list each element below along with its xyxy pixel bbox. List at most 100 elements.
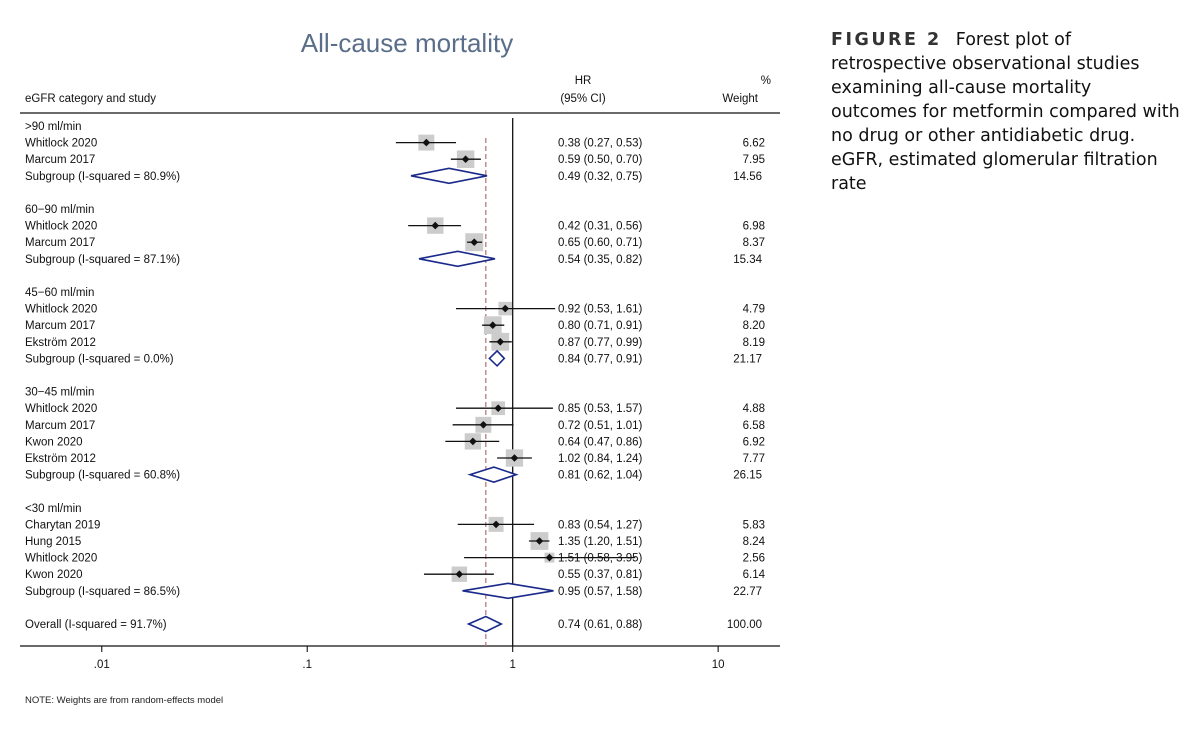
study-label: Hung 2015 (25, 536, 81, 548)
subgroup-diamond (418, 250, 496, 268)
forest-row-study: Marcum 2017 0.59 (0.50, 0.70) 7.95 (25, 150, 765, 168)
weight-value: 5.83 (743, 519, 765, 531)
forest-row-study: Hung 2015 1.35 (1.20, 1.51) 8.24 (25, 532, 766, 550)
forest-row-study: Whitlock 2020 1.51 (0.58, 3.95) 2.56 (25, 553, 765, 565)
forest-row-study: Charytan 2019 0.83 (0.54, 1.27) 5.83 (25, 516, 765, 532)
study-label: Whitlock 2020 (25, 403, 97, 415)
weight-value: 6.62 (743, 138, 765, 150)
hr-ci-value: 0.72 (0.51, 1.01) (558, 420, 643, 432)
subgroup-header: 60−90 ml/min (25, 204, 94, 216)
weight-value: 7.95 (743, 154, 765, 166)
hr-ci-value: 0.87 (0.77, 0.99) (558, 337, 643, 349)
forest-plot-figure: All-cause mortality eGFR category and st… (20, 28, 780, 706)
forest-row-study: Marcum 2017 0.72 (0.51, 1.01) 6.58 (25, 416, 765, 433)
point-estimate (488, 321, 497, 329)
study-column-header: eGFR category and study (25, 93, 156, 105)
hr-ci-value: 1.51 (0.58, 3.95) (558, 553, 643, 565)
chart-title: All-cause mortality (301, 28, 513, 58)
subgroup-label: Subgroup (I-squared = 87.1%) (25, 254, 180, 266)
weight-value: 100.00 (727, 619, 762, 631)
hr-ci-value: 1.35 (1.20, 1.51) (558, 536, 643, 548)
study-label: Marcum 2017 (25, 320, 95, 332)
weight-column-header: Weight (722, 93, 758, 105)
weight-value: 26.15 (733, 470, 762, 482)
study-label: Marcum 2017 (25, 237, 95, 249)
hr-ci-value: 0.81 (0.62, 1.04) (558, 470, 643, 482)
forest-row-header: 30−45 ml/min (25, 387, 94, 399)
forest-row-study: Kwon 2020 0.55 (0.37, 0.81) 6.14 (25, 566, 766, 582)
x-tick-label: .01 (94, 659, 110, 671)
study-label: Marcum 2017 (25, 420, 95, 432)
forest-row-subgroup: Subgroup (I-squared = 86.5%) 0.95 (0.57, … (25, 582, 762, 600)
hr-ci-value: 0.74 (0.61, 0.88) (558, 619, 643, 631)
figure-label: FIGURE 2 (831, 30, 942, 50)
point-estimate (545, 553, 554, 562)
overall-label: Overall (I-squared = 91.7%) (25, 619, 167, 631)
subgroup-label: Subgroup (I-squared = 80.9%) (25, 171, 180, 183)
forest-row-study: Ekström 2012 1.02 (0.84, 1.24) 7.77 (25, 449, 765, 467)
hr-ci-value: 0.42 (0.31, 0.56) (558, 221, 643, 233)
subgroup-label: Subgroup (I-squared = 86.5%) (25, 586, 180, 598)
point-estimate (455, 570, 464, 578)
weight-value: 6.14 (743, 569, 766, 581)
study-label: Whitlock 2020 (25, 304, 97, 316)
subgroup-diamond (488, 349, 506, 368)
weight-value: 8.20 (743, 320, 765, 332)
subgroup-header: 30−45 ml/min (25, 387, 94, 399)
forest-row-study: Whitlock 2020 0.92 (0.53, 1.61) 4.79 (25, 301, 765, 316)
hr-ci-value: 0.55 (0.37, 0.81) (558, 569, 643, 581)
study-label: Whitlock 2020 (25, 553, 97, 565)
hr-ci-value: 0.92 (0.53, 1.61) (558, 304, 643, 316)
point-estimate (494, 404, 502, 412)
weight-value: 14.56 (733, 171, 762, 183)
weight-percent-header: % (761, 75, 771, 87)
forest-row-study: Ekström 2012 0.87 (0.77, 0.99) 8.19 (25, 332, 765, 351)
subgroup-diamond (462, 582, 554, 600)
weight-value: 7.77 (743, 453, 765, 465)
forest-row-subgroup: Subgroup (I-squared = 87.1%) 0.54 (0.35, … (25, 250, 763, 268)
hr-column-header: HR (575, 75, 592, 87)
x-tick-label: .1 (302, 659, 312, 671)
point-estimate (501, 304, 510, 313)
study-label: Charytan 2019 (25, 519, 100, 531)
forest-row-study: Marcum 2017 0.65 (0.60, 0.71) 8.37 (25, 233, 765, 252)
weight-value: 8.24 (743, 536, 766, 548)
caption-text: Forest plot of retrospective observation… (831, 30, 1180, 194)
subgroup-header: <30 ml/min (25, 503, 82, 515)
hr-ci-value: 0.64 (0.47, 0.86) (558, 436, 643, 448)
subgroup-header: >90 ml/min (25, 121, 82, 133)
hr-ci-value: 0.80 (0.71, 0.91) (558, 320, 643, 332)
subgroup-diamond (410, 167, 488, 185)
study-label: Marcum 2017 (25, 154, 95, 166)
weight-value: 6.92 (743, 436, 765, 448)
weight-value: 8.19 (743, 337, 765, 349)
point-estimate (422, 138, 431, 147)
point-estimate (535, 537, 544, 545)
hr-ci-value: 0.65 (0.60, 0.71) (558, 237, 643, 249)
point-estimate (469, 437, 477, 446)
study-label: Whitlock 2020 (25, 138, 97, 150)
weight-value: 4.79 (743, 304, 765, 316)
weight-value: 4.88 (743, 403, 765, 415)
study-label: Whitlock 2020 (25, 221, 97, 233)
hr-ci-value: 0.85 (0.53, 1.57) (558, 403, 643, 415)
subgroup-label: Subgroup (I-squared = 60.8%) (25, 470, 180, 482)
subgroup-header: 45−60 ml/min (25, 287, 94, 299)
subgroup-diamond (467, 466, 519, 483)
footnote: NOTE: Weights are from random-effects mo… (25, 695, 224, 706)
forest-row-overall: Overall (I-squared = 91.7%) 0.74 (0.61, 0… (25, 615, 762, 633)
study-label: Ekström 2012 (25, 453, 96, 465)
x-tick-label: 1 (509, 659, 515, 671)
weight-value: 15.34 (733, 254, 762, 266)
forest-row-subgroup: Subgroup (I-squared = 0.0%) 0.84 (0.77, 0… (25, 349, 762, 368)
x-tick-label: 10 (712, 659, 725, 671)
hr-ci-value: 0.49 (0.32, 0.75) (558, 171, 643, 183)
point-estimate (461, 155, 470, 163)
weight-value: 6.98 (743, 221, 765, 233)
forest-row-header: 60−90 ml/min (25, 204, 94, 216)
forest-row-header: <30 ml/min (25, 503, 82, 515)
hr-ci-value: 0.38 (0.27, 0.53) (558, 138, 643, 150)
overall-diamond (466, 615, 504, 633)
subgroup-label: Subgroup (I-squared = 0.0%) (25, 353, 174, 365)
hr-ci-value: 0.54 (0.35, 0.82) (558, 254, 643, 266)
